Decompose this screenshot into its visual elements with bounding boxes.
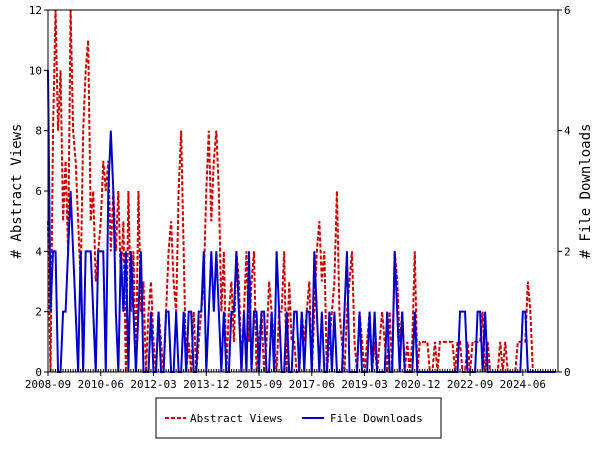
plot-frame: [47, 9, 559, 373]
x-tick-label: 2017-06: [289, 378, 335, 391]
legend-label-abstract-views: Abstract Views: [190, 412, 283, 425]
x-tick-label: 2024-06: [500, 378, 546, 391]
axes-layer: 2008-09 2010-06 2012-03 2013-12 2015-09 2017-…: [25, 4, 571, 391]
legend-label-file-downloads: File Downloads: [330, 412, 423, 425]
x-tick-label: 2010-06: [78, 378, 124, 391]
legend-box: [155, 397, 442, 439]
x-tick-label: 2019-03: [341, 378, 387, 391]
y-left-tick-label: 2: [35, 306, 42, 319]
series-line-abstract-views: [47, 9, 556, 373]
y-right-tick-label: 0: [564, 366, 571, 379]
y-left-tick-label: 0: [35, 366, 42, 379]
legend: Abstract Views File Downloads: [155, 397, 442, 439]
y-right-tick-label: 2: [564, 245, 571, 258]
y-right-tick-label: 4: [564, 125, 571, 138]
y-left-tick-label: 8: [35, 125, 42, 138]
x-tick-label: 2020-12: [394, 378, 440, 391]
y-left-tick-label: 6: [35, 185, 42, 198]
y-right-tick-label: 6: [564, 4, 571, 17]
y-axis-title-left: # Abstract Views: [9, 124, 25, 259]
y-axis-title-right: # File Downloads: [578, 124, 594, 259]
x-tick-label: 2022-09: [447, 378, 493, 391]
x-tick-label: 2008-09: [25, 378, 71, 391]
y-left-tick-label: 10: [29, 64, 42, 77]
y-left-tick-label: 12: [29, 4, 42, 17]
x-tick-label: 2015-09: [236, 378, 282, 391]
x-tick-label: 2013-12: [183, 378, 229, 391]
x-tick-label: 2012-03: [130, 378, 176, 391]
y-left-tick-label: 4: [35, 245, 42, 258]
